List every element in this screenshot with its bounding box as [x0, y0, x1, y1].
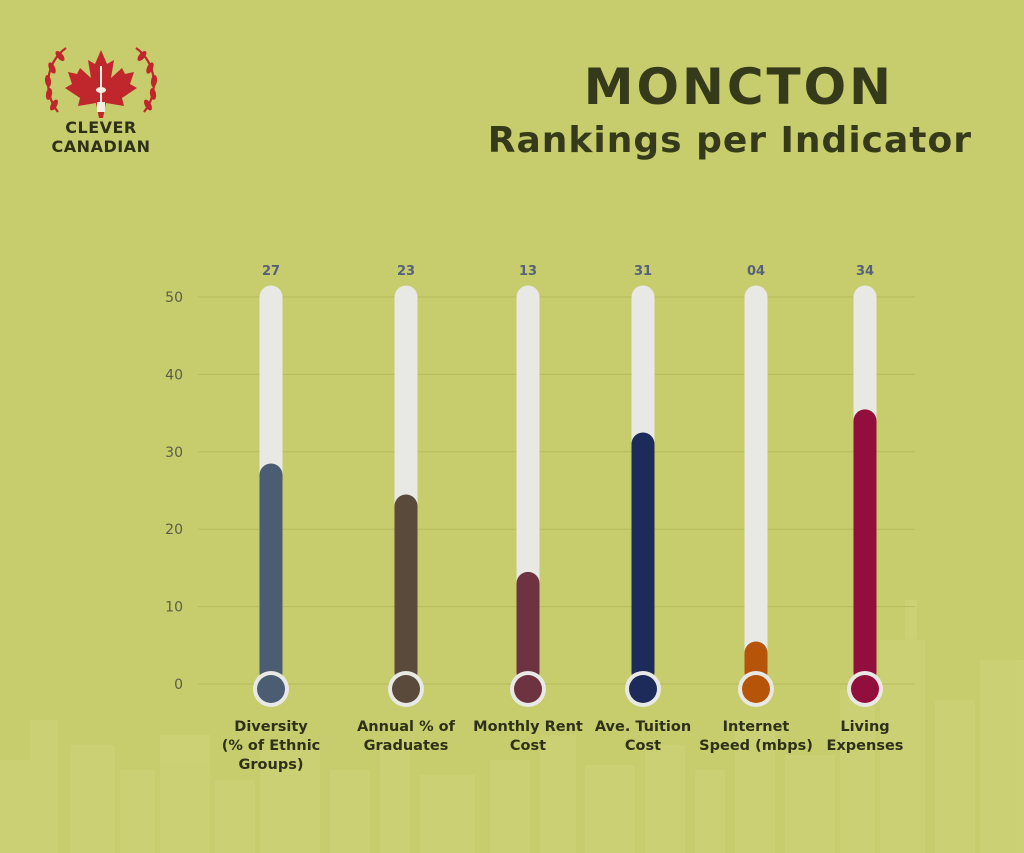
y-tick-label: 20	[165, 522, 183, 538]
y-tick-label: 40	[165, 367, 183, 383]
bar	[853, 409, 877, 684]
page-subtitle: Rankings per Indicator	[487, 120, 972, 161]
bar-bulb	[257, 675, 285, 703]
y-tick-label: 30	[165, 445, 183, 461]
clever-canadian-logo	[44, 47, 158, 118]
y-tick-label: 50	[165, 290, 183, 306]
x-tick-label: Annual % of Graduates	[357, 719, 455, 754]
logo-text-clever: CLEVER	[65, 118, 137, 137]
data-label: 13	[519, 264, 537, 279]
logo-text-canadian: CANADIAN	[51, 137, 151, 156]
data-label: 23	[397, 264, 415, 279]
bar-track	[744, 285, 768, 684]
data-label: 04	[747, 264, 765, 279]
bar	[394, 494, 418, 684]
bar-bulb	[742, 675, 770, 703]
page-title: MONCTON	[583, 58, 894, 116]
data-label: 31	[634, 264, 652, 279]
bar-bulb	[392, 675, 420, 703]
x-tick-label: Internet Speed (mbps)	[699, 719, 813, 754]
x-tick-label: Living Expenses	[826, 719, 904, 754]
x-tick-label: Monthly Rent Cost	[473, 719, 583, 754]
bar	[516, 571, 540, 684]
data-label: 34	[856, 264, 874, 279]
cn-tower-icon	[96, 66, 106, 112]
bar	[259, 463, 283, 684]
bar-bulb	[629, 675, 657, 703]
data-label: 27	[262, 264, 280, 279]
y-tick-label: 10	[165, 600, 183, 616]
x-tick-label: Diversity (% of Ethnic Groups)	[221, 719, 321, 773]
x-tick-label: Ave. Tuition Cost	[594, 719, 692, 754]
bar-bulb	[851, 675, 879, 703]
bar	[631, 432, 655, 684]
bar-bulb	[514, 675, 542, 703]
y-tick-label: 0	[174, 677, 183, 693]
